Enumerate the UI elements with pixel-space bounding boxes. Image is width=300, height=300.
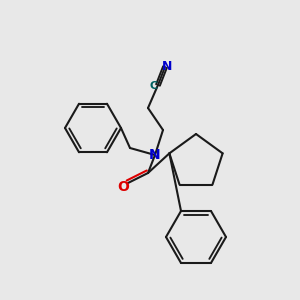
- Text: O: O: [117, 180, 129, 194]
- Text: N: N: [149, 148, 161, 162]
- Text: C: C: [150, 81, 158, 91]
- Text: N: N: [162, 59, 172, 73]
